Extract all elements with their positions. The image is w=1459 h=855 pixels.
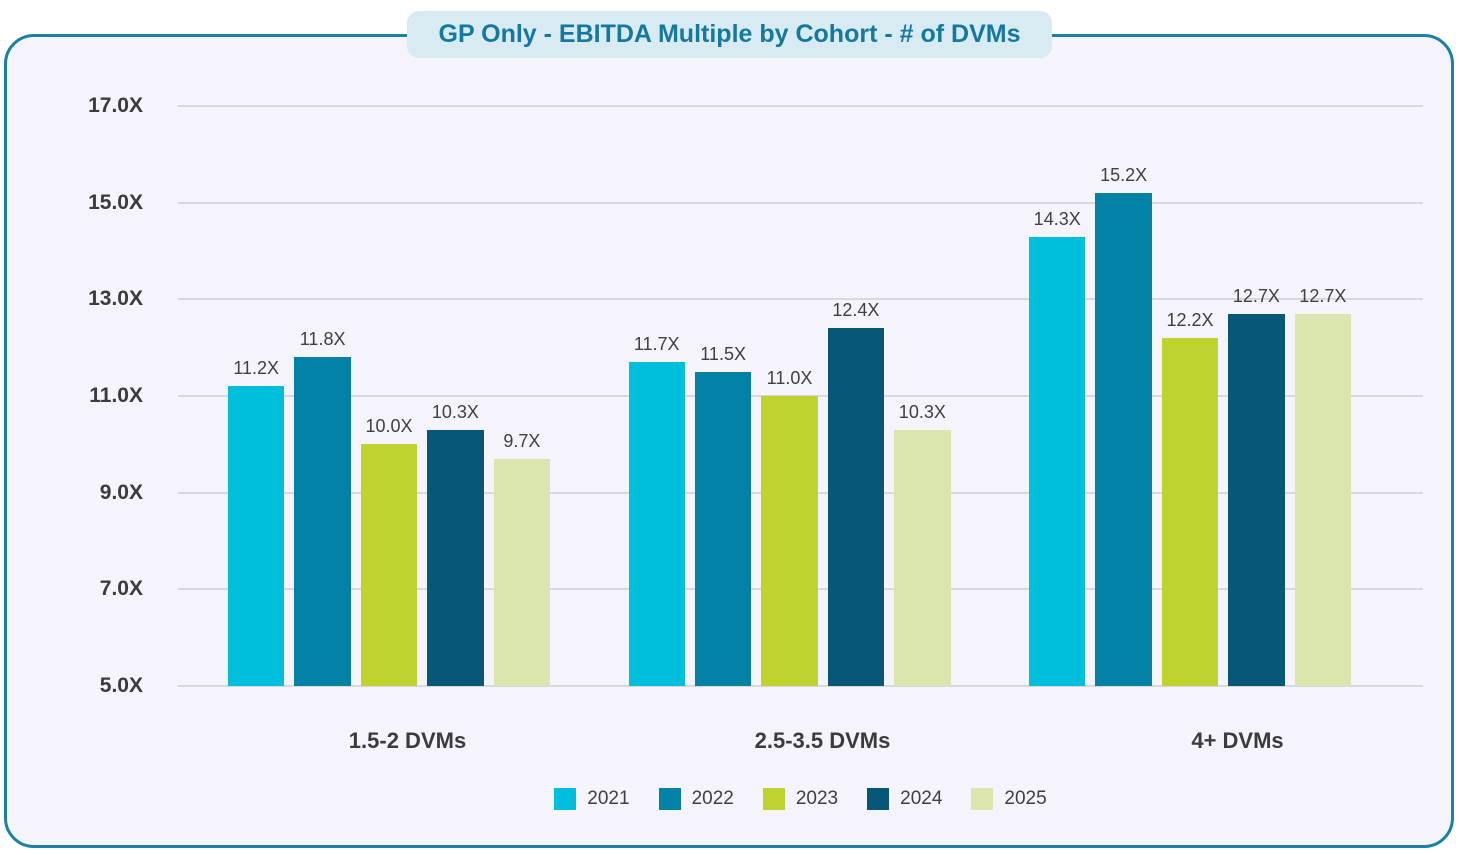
bar-value-label: 12.7X [1299, 285, 1347, 306]
legend-swatch [658, 788, 681, 810]
x-axis-categories: 1.5-2 DVMs 2.5-3.5 DVMs 4+ DVMs [200, 728, 1445, 754]
bar-2025-1.5-2-dvms: 9.7X [493, 431, 551, 686]
bar-groups: 11.2X 11.8X 10.0X 10.3X 9.7X 11.7X 11.5X 11.0X 1… [178, 106, 1423, 686]
chart-title: GP Only - EBITDA Multiple by Cohort - # … [406, 11, 1053, 58]
y-axis-tick-label: 5.0X [99, 674, 143, 697]
bar-2024-1.5-2-dvms: 10.3X [427, 402, 484, 686]
legend-label: 2021 [587, 788, 630, 809]
bar-2023-1.5-2-dvms: 10.0X [360, 416, 418, 686]
legend-label: 2024 [900, 788, 943, 809]
legend-label: 2022 [691, 788, 734, 809]
gridline [178, 685, 1423, 687]
legend-swatch [762, 788, 785, 810]
legend: 2021 2022 2023 2024 2025 [178, 788, 1423, 810]
bar-value-label: 10.3X [898, 401, 946, 422]
gridline [178, 105, 1423, 107]
y-axis: 17.0X 15.0X 13.0X 11.0X 9.0X 7.0X 5.0X [41, 94, 143, 697]
x-axis-category-label: 4+ DVMs [1191, 728, 1284, 753]
bar-2024-4+-dvms: 12.7X [1228, 286, 1285, 686]
x-axis-category-label: 1.5-2 DVMs [348, 728, 467, 753]
bar-value-label: 11.8X [299, 329, 346, 350]
bar-value-label: 10.3X [431, 401, 479, 422]
bar-value-label: 12.7X [1232, 285, 1280, 306]
bar-value-label: 9.7X [503, 430, 541, 451]
legend-swatch [971, 788, 994, 810]
bar-value-label: 14.3X [1033, 208, 1081, 229]
x-axis-category-label: 2.5-3.5 DVMs [754, 728, 891, 753]
y-axis-tick-label: 15.0X [88, 190, 143, 214]
bar-2023-2.5-3.5-dvms: 11.0X [761, 368, 818, 686]
bar-2021-1.5-2-dvms: 11.2X [228, 358, 285, 686]
bar-value-label: 11.2X [233, 358, 280, 379]
bar-2025-2.5-3.5-dvms: 10.3X [894, 402, 951, 686]
legend-label: 2025 [1004, 788, 1047, 809]
y-axis-tick-label: 11.0X [89, 384, 143, 407]
gridline [178, 201, 1423, 204]
bar-group: 14.3X 15.2X 12.2X 12.7X 12.7X [1029, 106, 1352, 686]
y-axis-tick-label: 17.0X [88, 94, 143, 117]
bar-2024-2.5-3.5-dvms: 12.4X [827, 300, 885, 686]
legend-item-2024: 2024 [867, 788, 942, 810]
bar-2025-4+-dvms: 12.7X [1294, 286, 1352, 686]
bar-value-label: 12.4X [832, 300, 880, 321]
legend-item-2025: 2025 [971, 788, 1047, 810]
legend-item-2022: 2022 [658, 788, 734, 810]
bar-2022-2.5-3.5-dvms: 11.5X [694, 344, 752, 686]
legend-swatch [867, 788, 890, 810]
legend-label: 2023 [795, 788, 839, 809]
legend-item-2023: 2023 [762, 788, 839, 810]
gridline [178, 298, 1423, 301]
plot-area: 11.2X 11.8X 10.0X 10.3X 9.7X 11.7X 11.5X 11.0X 1… [178, 105, 1423, 687]
legend-swatch [554, 788, 577, 810]
y-axis-tick-label: 9.0X [99, 480, 143, 504]
bar-value-label: 11.7X [633, 334, 680, 355]
y-axis-tick-label: 7.0X [99, 577, 143, 601]
bar-value-label: 10.0X [365, 416, 413, 437]
legend-item-2021: 2021 [554, 788, 630, 810]
bar-2023-4+-dvms: 12.2X [1161, 310, 1219, 686]
bar-value-label: 11.0X [766, 368, 813, 388]
chart-card: 17.0X 15.0X 13.0X 11.0X 9.0X 7.0X 5.0X 11.2X 11… [4, 34, 1454, 848]
bar-value-label: 12.2X [1166, 310, 1214, 330]
bar-value-label: 15.2X [1100, 165, 1148, 185]
bar-group: 11.2X 11.8X 10.0X 10.3X 9.7X [228, 106, 551, 686]
bar-group: 11.7X 11.5X 11.0X 12.4X 10.3X [628, 106, 951, 686]
bar-2021-2.5-3.5-dvms: 11.7X [628, 334, 685, 686]
y-axis-tick-label: 13.0X [88, 287, 143, 311]
bar-2022-4+-dvms: 15.2X [1095, 165, 1152, 686]
bar-value-label: 11.5X [700, 343, 746, 364]
bar-2022-1.5-2-dvms: 11.8X [294, 329, 351, 686]
bar-2021-4+-dvms: 14.3X [1029, 209, 1086, 686]
